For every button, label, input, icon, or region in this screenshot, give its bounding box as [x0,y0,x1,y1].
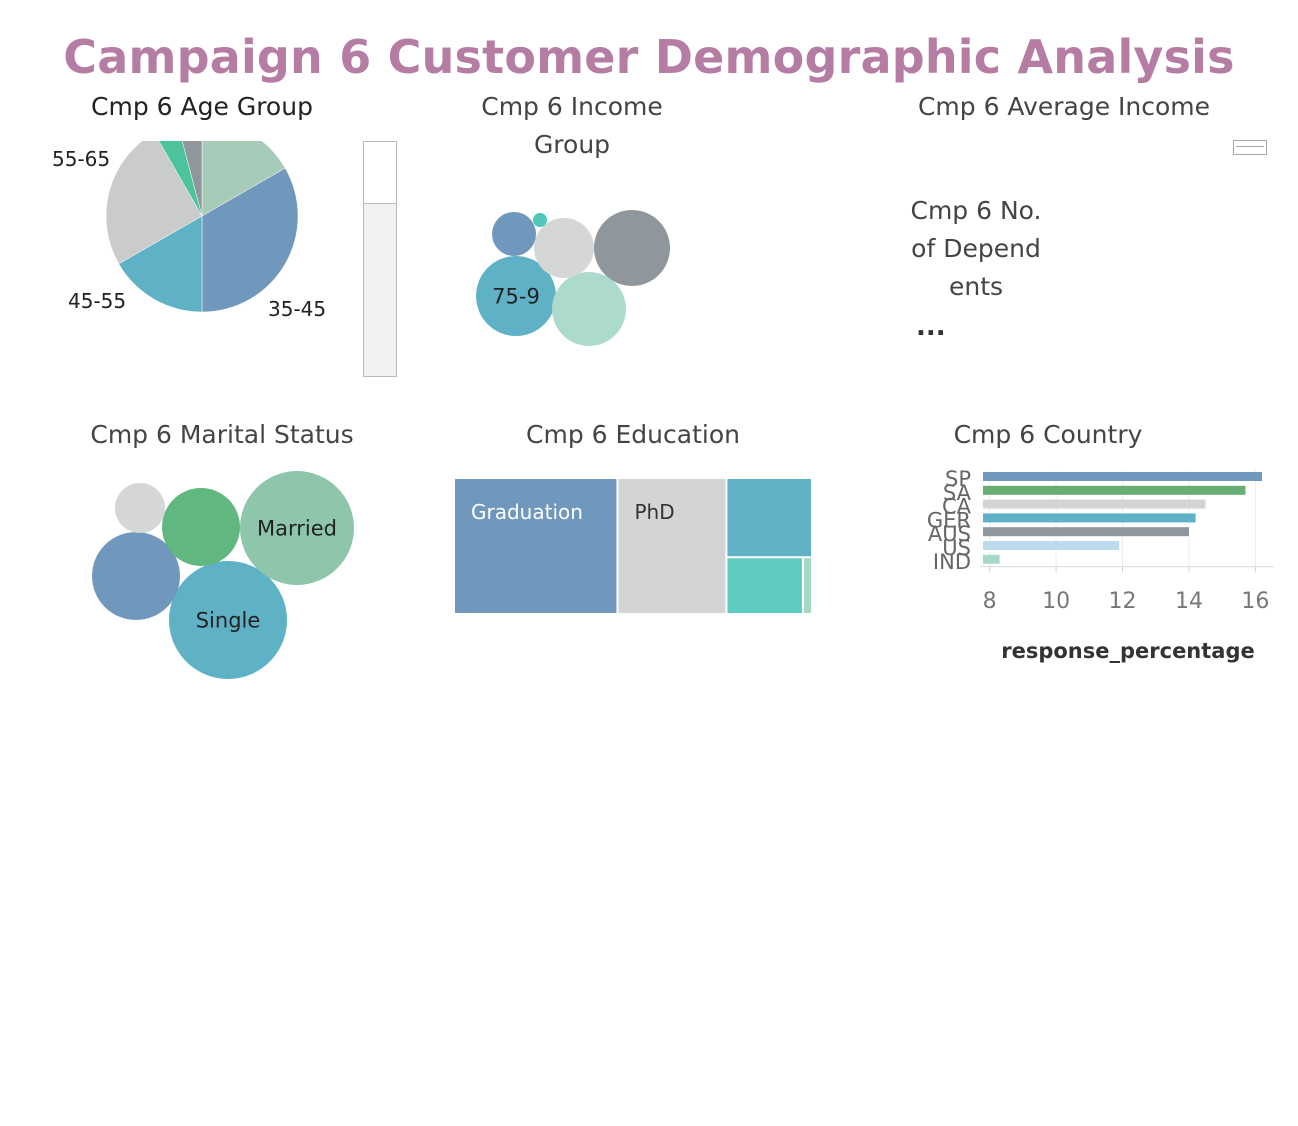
bar[interactable] [983,554,1000,564]
category-label: GER [927,508,971,532]
bar[interactable] [983,541,1120,550]
pie-slice[interactable] [201,120,286,217]
card-icon[interactable] [1233,140,1267,155]
bubble[interactable] [169,561,287,679]
pie-slice[interactable] [154,123,203,217]
income-group-bubble-chart[interactable]: 75-9 [0,0,670,346]
age-group-title: Cmp 6 Age Group [91,92,313,121]
category-label: AUS [928,522,971,546]
x-tick-label: 14 [1175,589,1203,614]
age-chart-scrollbar[interactable] [363,141,397,377]
category-label: US [942,536,971,560]
x-axis-title: response_percentage [1001,639,1255,663]
bubble[interactable] [492,212,536,256]
bubble[interactable] [115,483,165,533]
average-income-title: Cmp 6 Average Income [917,92,1211,121]
dependents-overflow: ... [916,312,946,342]
treemap-cell[interactable] [727,479,811,557]
treemap-cell-label: PhD [634,500,674,524]
marital-status-bubble-chart[interactable]: Single Married [0,0,354,679]
bubble[interactable] [240,471,354,585]
bubble[interactable] [533,213,547,227]
bubble[interactable] [552,272,626,346]
bar[interactable] [983,499,1206,509]
bar[interactable] [983,513,1196,523]
scrollbar-thumb[interactable] [364,142,396,204]
x-tick-label: 8 [983,589,997,614]
country-title: Cmp 6 Country [953,420,1143,449]
marital-status-title: Cmp 6 Marital Status [90,420,354,449]
treemap-cell-label: Graduation [471,500,583,524]
pie-slice-label: 35-45 [268,297,326,321]
bubble[interactable] [534,218,594,278]
pie-slice[interactable] [201,167,299,313]
pie-slice-label: 45-55 [68,289,126,313]
bar[interactable] [983,485,1246,495]
pie-slice[interactable] [178,120,203,217]
income-group-title: Cmp 6 Income Group [481,92,663,159]
pie-slice[interactable] [118,215,203,313]
bubble-label: Single [196,608,261,632]
bubble-label: 75-9 [492,284,540,308]
category-label: IND [933,550,971,574]
treemap-cell[interactable] [455,479,617,613]
x-tick-label: 12 [1109,589,1137,614]
category-label: CA [942,495,972,519]
age-group-pie-chart[interactable]: 35-45 45-55 55-65 [0,0,326,321]
treemap-cell[interactable] [803,558,811,613]
category-label: SA [943,481,972,505]
education-title: Cmp 6 Education [526,420,740,449]
pie-slice-label: 55-65 [52,147,110,171]
treemap-cell[interactable] [727,558,802,613]
x-tick-label: 10 [1042,589,1070,614]
dependents-title: Cmp 6 No. of Dependents [910,196,1042,301]
x-tick-label: 16 [1241,589,1269,614]
bubble[interactable] [476,256,556,336]
bubble[interactable] [92,532,180,620]
bar[interactable] [983,472,1263,481]
bubble[interactable] [594,210,670,286]
bubble[interactable] [162,488,240,566]
education-treemap[interactable]: Graduation PhD [0,0,811,613]
pie-slice[interactable] [105,133,203,265]
bar[interactable] [983,527,1189,537]
category-label: SP [945,467,971,491]
dashboard-title: Campaign 6 Customer Demographic Analysis [63,30,1235,84]
treemap-cell[interactable] [618,479,726,613]
bubble-label: Married [257,516,337,540]
